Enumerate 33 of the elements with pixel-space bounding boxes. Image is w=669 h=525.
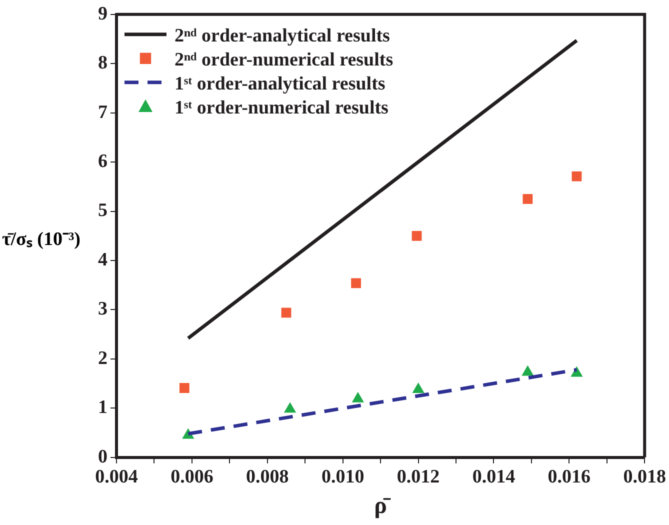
x-tick-label: 0.006 [170, 466, 214, 488]
legend-label: 1ˢᵗ order-numerical results [174, 97, 388, 118]
y-tick-label: 5 [98, 200, 108, 222]
point [284, 402, 296, 413]
point [281, 308, 292, 318]
x-tick-label: 0.004 [95, 466, 138, 488]
x-tick-label: 0.008 [246, 466, 289, 488]
legend-label: 1ˢᵗ order-analytical results [174, 73, 386, 94]
legend-label: 2ⁿᵈ order-analytical results [174, 25, 390, 46]
point [522, 194, 533, 204]
y-tick-label: 0 [98, 446, 108, 468]
y-tick-label: 3 [98, 298, 108, 320]
point [572, 171, 582, 182]
y-tick-label: 9 [98, 3, 108, 24]
y-tick-label: 6 [98, 150, 108, 172]
y-tick-label: 1 [98, 397, 108, 418]
point [522, 365, 534, 376]
y-tick-label: 4 [98, 249, 108, 270]
x-tick-label: 0.016 [548, 466, 591, 488]
x-tick-label: 0.010 [321, 466, 364, 488]
point [412, 230, 422, 241]
y-tick-label: 7 [98, 102, 108, 123]
y-axis-title: τ̄/σₛ (10⁻³) [2, 228, 80, 251]
x-tick-label: 0.018 [623, 466, 666, 488]
x-tick-label: 0.014 [472, 466, 516, 488]
point [412, 382, 424, 393]
x-axis-title: ρ̄ [374, 492, 391, 519]
y-tick-label: 8 [98, 52, 108, 74]
x-tick-label: 0.012 [396, 466, 440, 488]
point [351, 278, 361, 288]
point [352, 392, 364, 402]
y-tick-label: 2 [98, 348, 108, 369]
legend-label: 2ⁿᵈ order-numerical results [174, 49, 394, 70]
